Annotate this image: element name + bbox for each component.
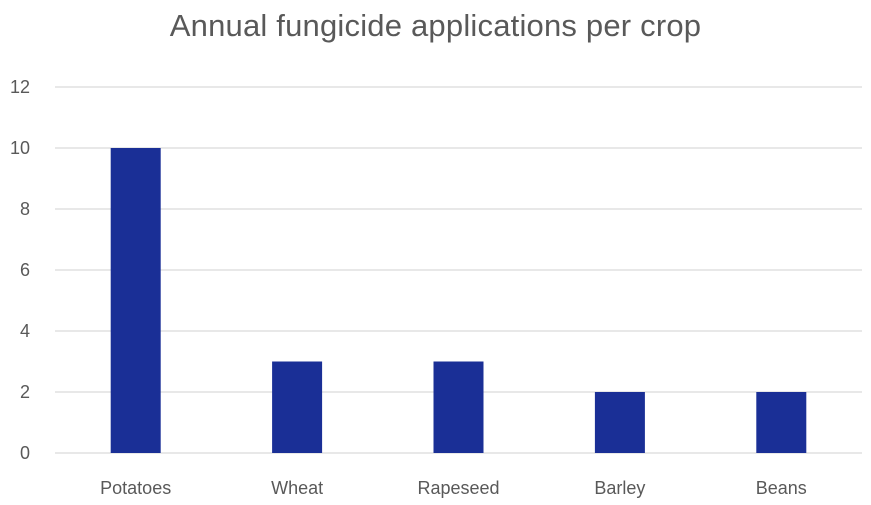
bars (110, 148, 807, 453)
bar-rapeseed (433, 361, 484, 453)
bar-potatoes (110, 148, 161, 453)
y-tick-label: 2 (20, 382, 30, 402)
bar-barley (594, 392, 645, 453)
y-tick-label: 0 (20, 443, 30, 463)
x-category-label: Beans (756, 478, 807, 498)
x-category-label: Potatoes (100, 478, 171, 498)
bar-beans (756, 392, 807, 453)
y-tick-label: 6 (20, 260, 30, 280)
y-tick-label: 12 (10, 77, 30, 97)
y-tick-label: 10 (10, 138, 30, 158)
bar-wheat (272, 361, 323, 453)
y-tick-label: 8 (20, 199, 30, 219)
x-category-label: Rapeseed (417, 478, 499, 498)
x-category-label: Wheat (271, 478, 323, 498)
x-category-label: Barley (594, 478, 645, 498)
y-tick-label: 4 (20, 321, 30, 341)
chart-title: Annual fungicide applications per crop (169, 8, 702, 43)
x-axis-labels: Potatoes Wheat Rapeseed Barley Beans (100, 478, 807, 498)
y-axis-ticks: 0 2 4 6 8 10 12 (10, 77, 30, 463)
